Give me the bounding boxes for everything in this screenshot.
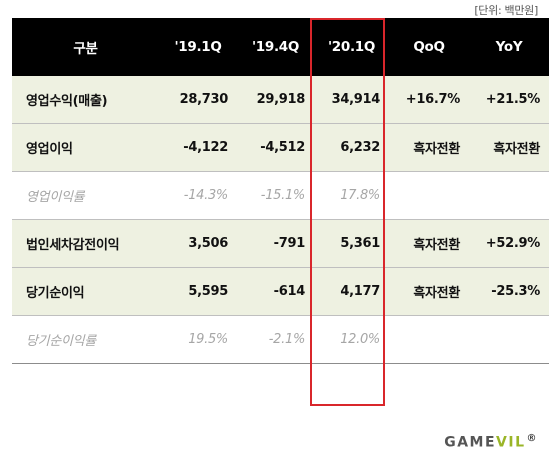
cell-qoq: 흑자전환	[389, 123, 469, 172]
table-row: 법인세차감전이익 3,506 -791 5,361 흑자전환 +52.9%	[12, 219, 549, 268]
cell-qoq: +16.7%	[389, 76, 469, 124]
cell-19-1q: 28,730	[159, 76, 237, 124]
cell-yoy: +52.9%	[469, 219, 549, 268]
header-category: 구분	[12, 18, 159, 76]
cell-19-1q: 5,595	[159, 267, 237, 316]
header-19-1q: '19.1Q	[159, 18, 237, 76]
table-row: 영업이익 -4,122 -4,512 6,232 흑자전환 흑자전환	[12, 123, 549, 172]
cell-19-1q: 19.5%	[159, 315, 237, 364]
cell-19-1q: -14.3%	[159, 171, 237, 220]
table-row: 당기순이익 5,595 -614 4,177 흑자전환 -25.3%	[12, 267, 549, 316]
cell-20-1q: 6,232	[314, 123, 389, 172]
cell-19-4q: -4,512	[237, 123, 314, 172]
unit-label: [단위: 백만원]	[474, 4, 538, 17]
cell-20-1q: 12.0%	[314, 315, 389, 364]
row-label: 법인세차감전이익	[12, 219, 159, 268]
header-qoq: QoQ	[389, 18, 469, 76]
cell-yoy	[469, 171, 549, 220]
logo-main-text: GAME	[444, 434, 497, 451]
cell-19-4q: -614	[237, 267, 314, 316]
table-row: 영업수익(매출) 28,730 29,918 34,914 +16.7% +21…	[12, 76, 549, 124]
row-label: 당기순이익	[12, 267, 159, 316]
cell-19-4q: -2.1%	[237, 315, 314, 364]
cell-qoq: 흑자전환	[389, 219, 469, 268]
cell-19-1q: 3,506	[159, 219, 237, 268]
cell-yoy	[469, 315, 549, 364]
cell-19-4q: 29,918	[237, 76, 314, 124]
cell-qoq	[389, 171, 469, 220]
header-yoy: YoY	[469, 18, 549, 76]
cell-20-1q: 4,177	[314, 267, 389, 316]
cell-yoy: +21.5%	[469, 76, 549, 124]
cell-20-1q: 5,361	[314, 219, 389, 268]
cell-qoq	[389, 315, 469, 364]
header-20-1q: '20.1Q	[314, 18, 389, 76]
cell-20-1q: 17.8%	[314, 171, 389, 220]
row-label: 영업이익	[12, 123, 159, 172]
cell-qoq: 흑자전환	[389, 267, 469, 316]
cell-yoy: 흑자전환	[469, 123, 549, 172]
logo-accent-text: VIL	[496, 434, 526, 451]
row-label: 영업수익(매출)	[12, 76, 159, 124]
table-row: 당기순이익률 19.5% -2.1% 12.0%	[12, 315, 549, 364]
gamevil-logo: GAMEVIL®	[444, 433, 538, 451]
cell-20-1q: 34,914	[314, 76, 389, 124]
row-label: 당기순이익률	[12, 315, 159, 364]
table-row: 영업이익률 -14.3% -15.1% 17.8%	[12, 171, 549, 220]
cell-19-4q: -15.1%	[237, 171, 314, 220]
cell-yoy: -25.3%	[469, 267, 549, 316]
row-label: 영업이익률	[12, 171, 159, 220]
header-19-4q: '19.4Q	[237, 18, 314, 76]
financial-summary-table: 구분 '19.1Q '19.4Q '20.1Q QoQ YoY 영업수익(매출)…	[12, 18, 549, 364]
cell-19-1q: -4,122	[159, 123, 237, 172]
registered-mark-icon: ®	[526, 433, 538, 444]
cell-19-4q: -791	[237, 219, 314, 268]
table-header-row: 구분 '19.1Q '19.4Q '20.1Q QoQ YoY	[12, 18, 549, 76]
